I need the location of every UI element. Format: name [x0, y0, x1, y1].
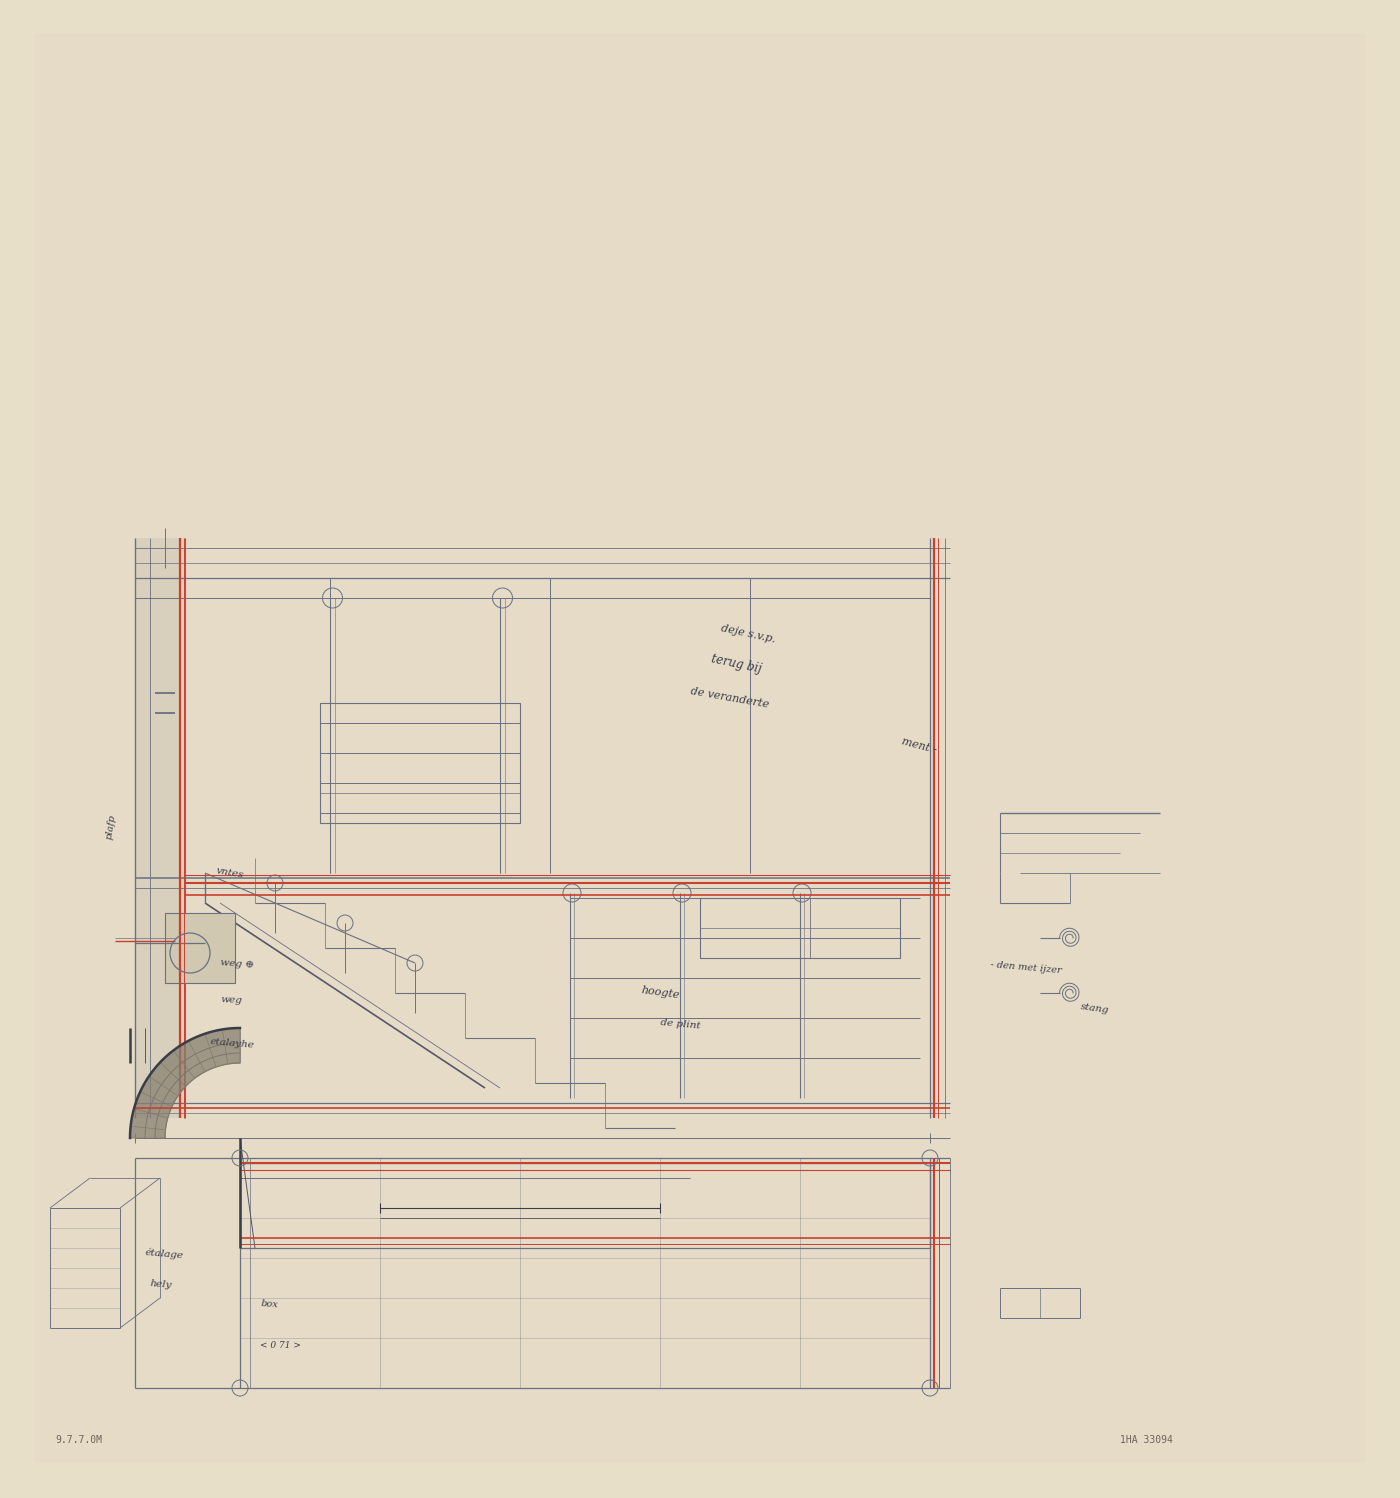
Text: weg: weg	[220, 995, 242, 1005]
Text: de plint: de plint	[659, 1017, 701, 1031]
Text: weg ⊕: weg ⊕	[220, 959, 255, 971]
Text: étalage: étalage	[146, 1248, 185, 1260]
Text: plafp: plafp	[105, 813, 118, 840]
Bar	[165, 912, 235, 983]
Text: vntes: vntes	[216, 866, 244, 879]
Text: 1HA 33094: 1HA 33094	[1120, 1435, 1173, 1446]
Bar	[700, 897, 900, 959]
Text: etalayhe: etalayhe	[210, 1037, 255, 1050]
Text: 9.7.7.0M: 9.7.7.0M	[55, 1435, 102, 1446]
Bar	[239, 1162, 930, 1248]
Bar	[321, 703, 519, 822]
Text: hoogte: hoogte	[640, 984, 680, 1001]
Text: de veranderte: de veranderte	[690, 686, 770, 710]
Polygon shape	[130, 1028, 239, 1138]
Text: stang: stang	[1079, 1002, 1110, 1016]
Text: hely: hely	[150, 1279, 172, 1290]
Text: deje s.v.p.: deje s.v.p.	[720, 623, 777, 646]
Text: ment -: ment -	[900, 736, 938, 755]
Bar	[134, 538, 185, 1118]
Text: box: box	[260, 1299, 279, 1309]
Text: terug bij: terug bij	[710, 653, 763, 676]
Text: < 0 71 >: < 0 71 >	[260, 1341, 301, 1350]
Text: - den met ijzer: - den met ijzer	[990, 960, 1061, 975]
